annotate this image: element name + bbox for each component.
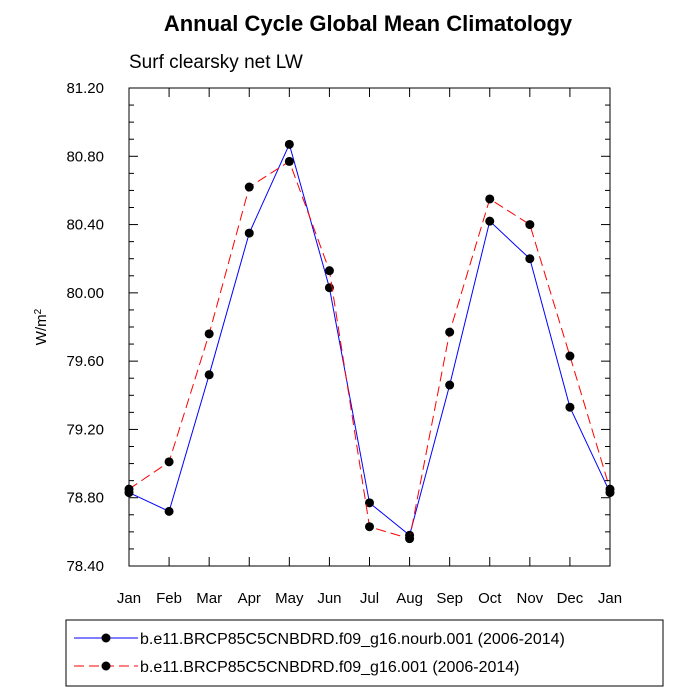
data-point-series-2-jul-6 (365, 522, 374, 532)
y-tick-label: 79.20 (66, 421, 104, 438)
data-point-series-2-jun-5 (324, 266, 334, 276)
x-tick-label: Jul (360, 590, 379, 607)
data-point-series-1-feb-1 (164, 506, 174, 516)
data-point-series-2-may-4 (284, 156, 294, 166)
y-tick-label: 81.20 (66, 80, 104, 97)
y-tick-label: 78.40 (66, 558, 104, 575)
y-tick-label: 79.60 (66, 353, 104, 370)
legend-item-series-2: b.e11.BRCP85C5CNBDRD.f09_g16.001 (2006-2… (74, 659, 519, 676)
data-point-series-2-mar-2 (204, 329, 214, 339)
data-point-series-2-nov-10 (525, 220, 535, 230)
legend-label-series-1: b.e11.BRCP85C5CNBDRD.f09_g16.nourb.001 (… (140, 631, 565, 648)
legend-marker-series-1 (101, 633, 111, 643)
data-point-series-1-jul-6 (365, 498, 374, 508)
y-tick-label: 80.00 (66, 285, 104, 302)
chart-subtitle: Surf clearsky net LW (129, 52, 303, 73)
data-point-series-2-dec-11 (565, 351, 575, 361)
x-tick-label: Nov (516, 590, 543, 607)
data-point-series-1-apr-3 (244, 228, 254, 238)
data-point-series-2-apr-3 (244, 182, 254, 192)
data-point-series-1-sep-8 (445, 380, 455, 390)
plot-frame (128, 87, 611, 567)
y-tick-label: 80.40 (66, 217, 104, 234)
data-point-series-2-sep-8 (445, 327, 455, 337)
x-tick-label: Aug (396, 590, 423, 607)
legend-marker-series-2 (101, 661, 111, 671)
x-tick-label: May (275, 590, 304, 607)
data-point-series-2-aug-7 (405, 534, 415, 544)
x-tick-label: Feb (156, 590, 182, 607)
y-tick-label: 80.80 (66, 148, 104, 165)
series-layer (124, 139, 615, 544)
x-tick-label: Mar (196, 590, 222, 607)
series-line-2 (128, 160, 611, 540)
x-tick-label: Apr (238, 590, 261, 607)
legend-label-series-2: b.e11.BRCP85C5CNBDRD.f09_g16.001 (2006-2… (140, 659, 519, 676)
axes-layer: 78.40 78.80 79.20 79.60 80.00 80.40 80.80 81.20… (66, 80, 622, 607)
series-line-1 (128, 142, 611, 537)
x-tick-label: Jun (317, 590, 341, 607)
data-point-series-1-dec-11 (565, 402, 575, 412)
x-tick-label: Jan (117, 590, 141, 607)
data-point-series-1-nov-10 (525, 254, 535, 264)
data-point-series-2-feb-1 (164, 457, 174, 467)
chart-title: Annual Cycle Global Mean Climatology (164, 11, 573, 36)
data-point-series-1-mar-2 (204, 370, 214, 380)
data-point-series-1-may-4 (284, 139, 294, 149)
x-tick-label: Dec (557, 590, 584, 607)
legend-box (65, 619, 664, 687)
data-point-series-2-oct-9 (485, 194, 495, 204)
x-tick-label: Oct (478, 590, 502, 607)
y-tick-label: 78.80 (66, 490, 104, 507)
data-point-series-1-oct-9 (485, 216, 495, 226)
x-tick-label: Sep (436, 590, 463, 607)
y-axis-label: W/m2 (33, 308, 50, 345)
x-tick-label: Jan (598, 590, 622, 607)
legend-item-series-1: b.e11.BRCP85C5CNBDRD.f09_g16.nourb.001 (… (74, 631, 565, 648)
